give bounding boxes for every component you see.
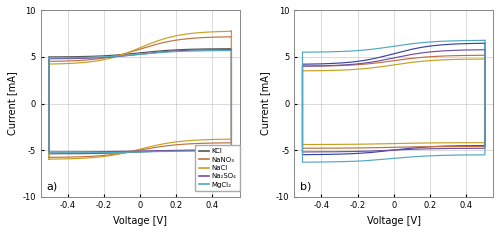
- Y-axis label: Current [mA]: Current [mA]: [7, 72, 17, 135]
- X-axis label: Voltage [V]: Voltage [V]: [113, 216, 167, 226]
- Text: b): b): [300, 181, 312, 191]
- Text: a): a): [47, 181, 58, 191]
- X-axis label: Voltage [V]: Voltage [V]: [366, 216, 420, 226]
- Legend: KCl, NaNO₃, NaCl, Na₂SO₄, MgCl₂: KCl, NaNO₃, NaCl, Na₂SO₄, MgCl₂: [195, 145, 240, 191]
- Y-axis label: Current [mA]: Current [mA]: [260, 72, 270, 135]
